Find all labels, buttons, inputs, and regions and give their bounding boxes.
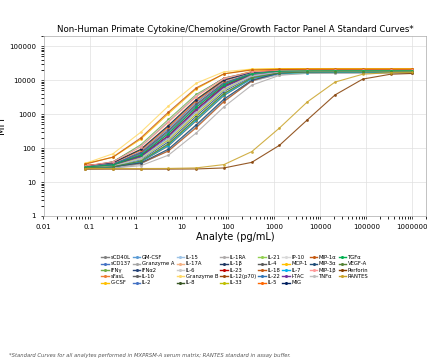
Title: Non-Human Primate Cytokine/Chemokine/Growth Factor Panel A Standard Curves*: Non-Human Primate Cytokine/Chemokine/Gro… — [56, 25, 412, 34]
Text: *Standard Curves for all analytes performed in MXPRSM-A serum matrix; RANTES sta: *Standard Curves for all analytes perfor… — [9, 353, 290, 358]
Y-axis label: MFI: MFI — [0, 117, 6, 135]
X-axis label: Analyte (pg/mL): Analyte (pg/mL) — [195, 233, 273, 242]
Legend: sCD40L, sCD137, IFNγ, sFasL, G-CSF, GM-CSF, Granzyme A, IFNα2, IL-10, IL-2, IL-1: sCD40L, sCD137, IFNγ, sFasL, G-CSF, GM-C… — [101, 255, 368, 286]
